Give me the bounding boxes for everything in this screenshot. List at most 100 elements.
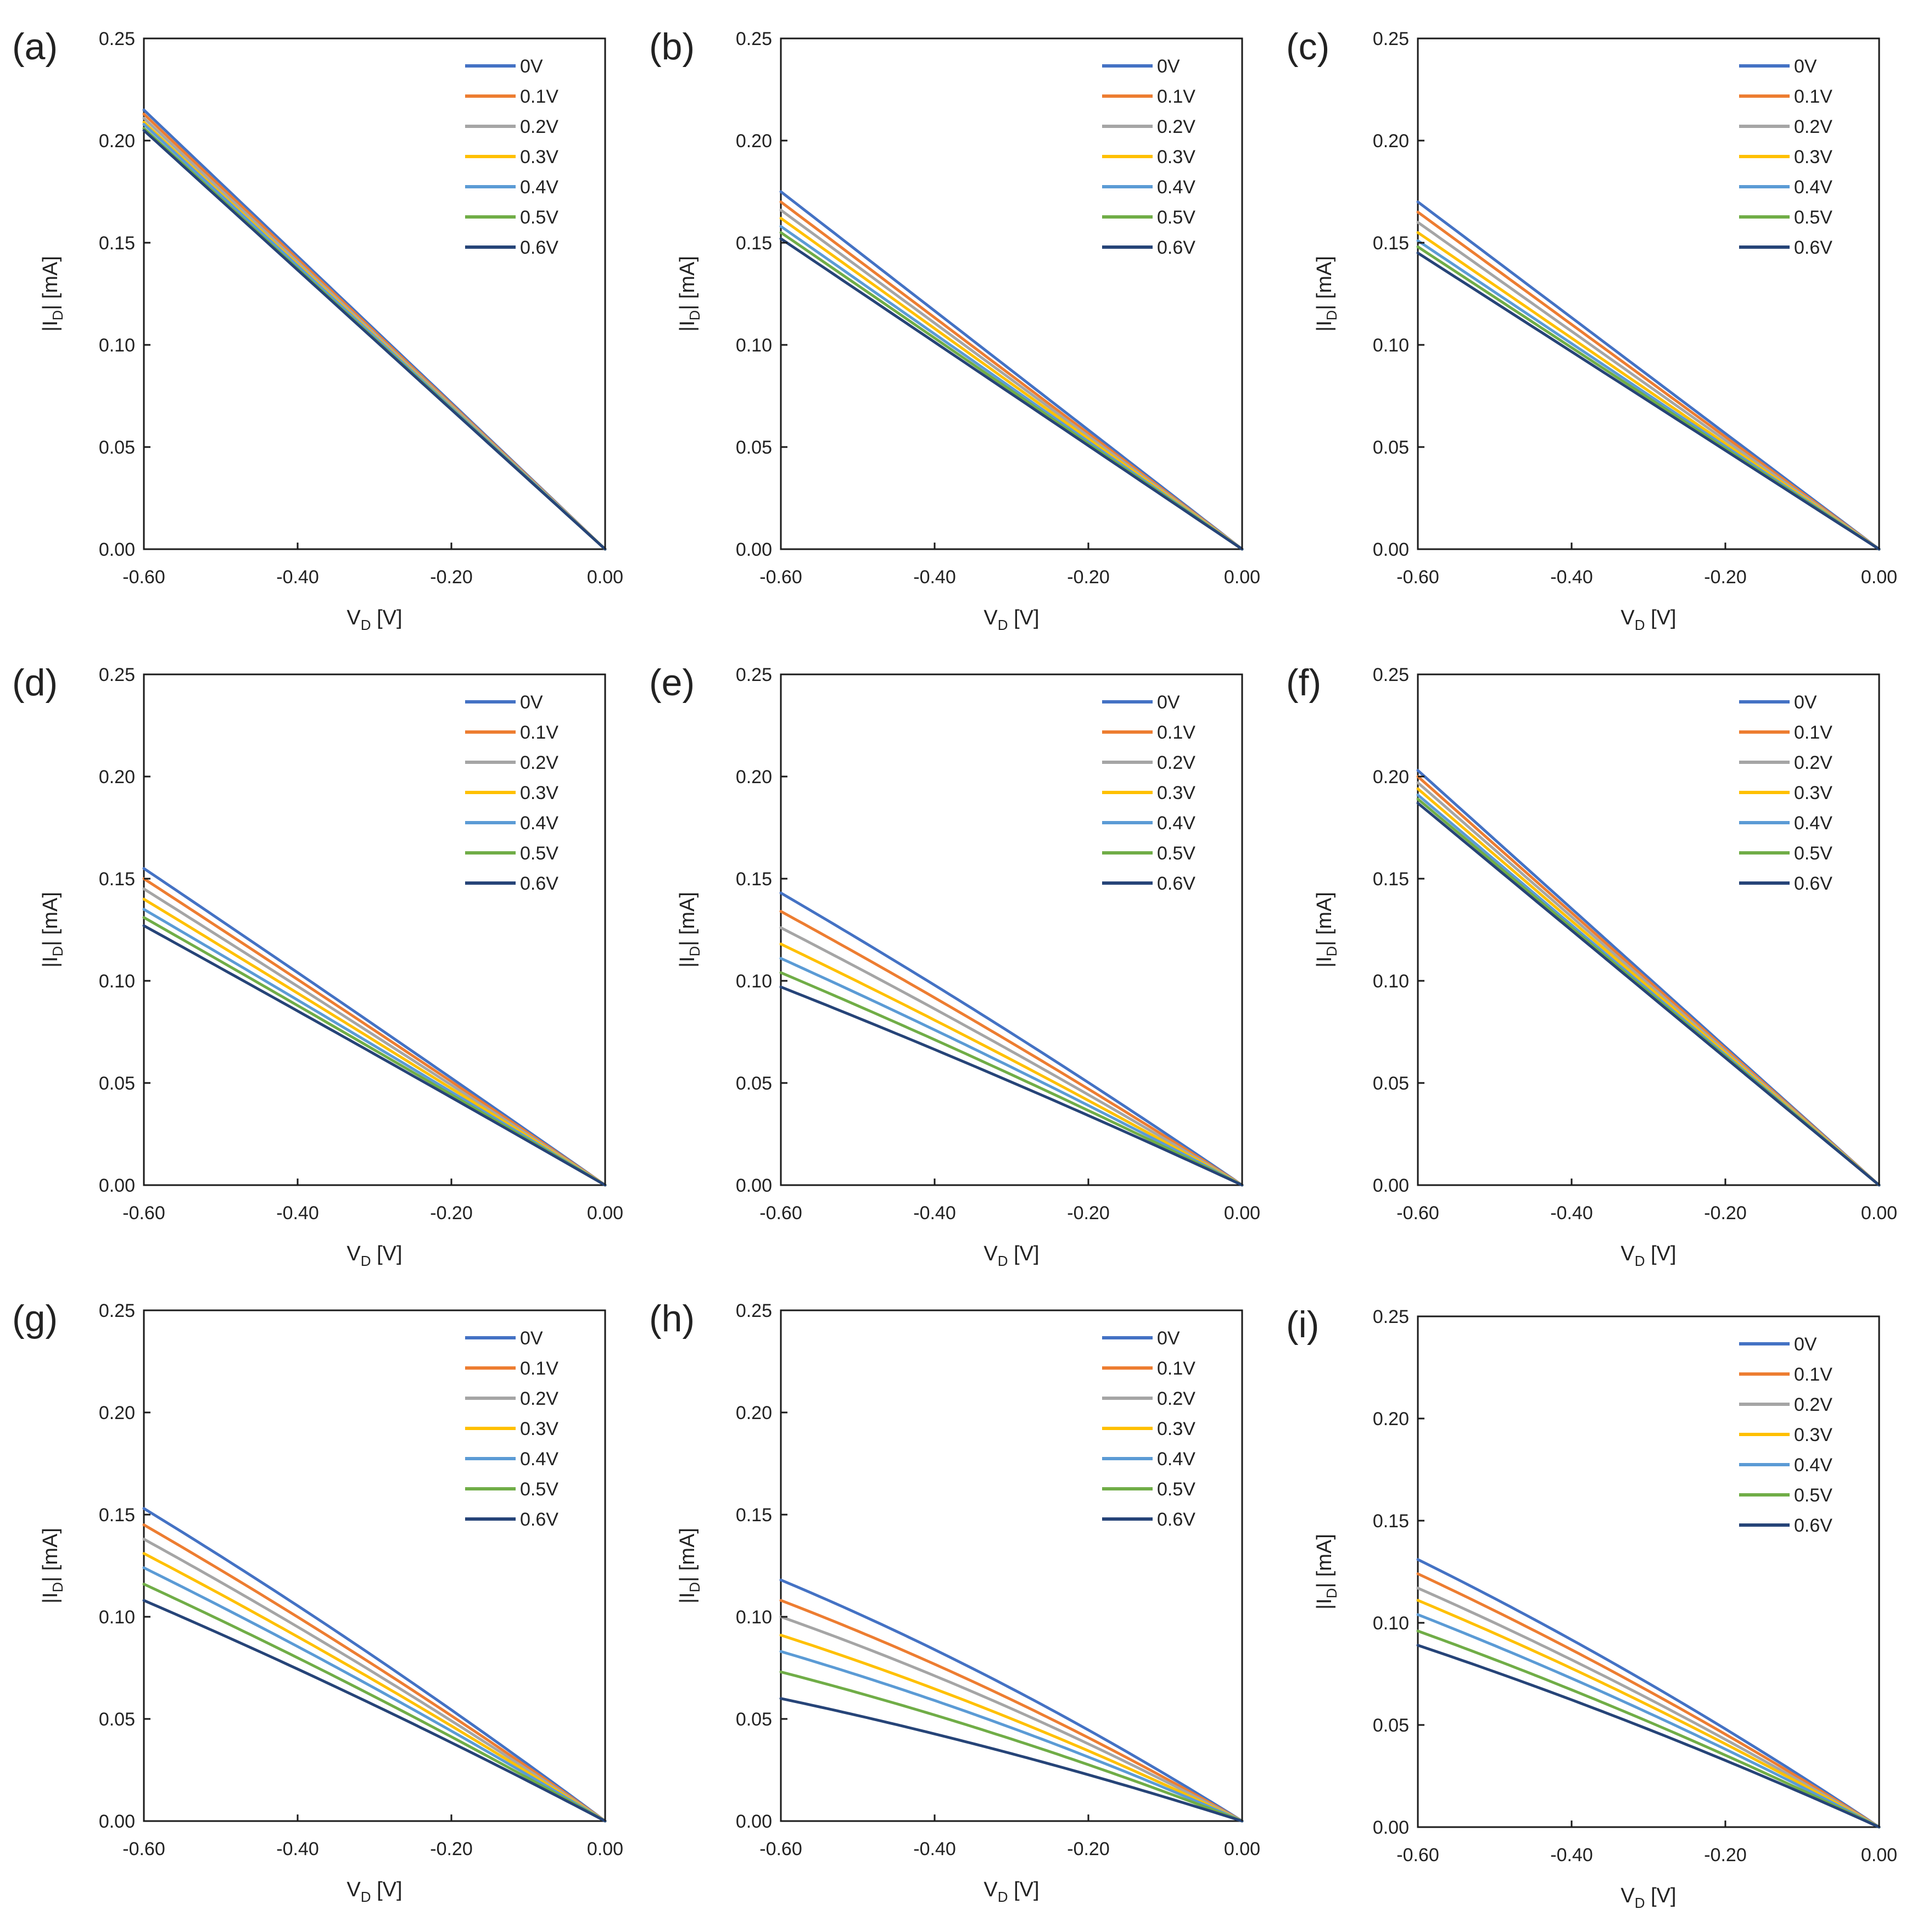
x-tick-label: -0.60 — [122, 1203, 165, 1224]
legend-entry: 0V — [520, 1328, 543, 1349]
legend-entry: 0.3V — [1794, 1425, 1832, 1445]
x-tick-label: -0.40 — [1550, 1845, 1593, 1866]
y-tick-label: 0.10 — [736, 971, 772, 992]
y-tick-label: 0.15 — [736, 1505, 772, 1526]
legend-entry: 0.5V — [1157, 1479, 1195, 1500]
y-tick-label: 0.00 — [1373, 1175, 1409, 1196]
x-tick-label: -0.60 — [759, 1839, 802, 1860]
y-axis-title: |ID| [mA] — [39, 256, 66, 332]
y-tick-label: 0.25 — [99, 29, 135, 49]
series-line — [1416, 210, 1881, 551]
legend-entry: 0.2V — [1794, 1394, 1832, 1415]
series-line — [1416, 200, 1881, 551]
series-line — [142, 887, 607, 1187]
y-axis-title: |ID| [mA] — [1313, 1534, 1340, 1610]
y-axis-title: |ID| [mA] — [676, 892, 703, 968]
plot-frame — [1417, 1315, 1880, 1828]
y-tick-label: 0.15 — [99, 1505, 135, 1526]
legend-entry: 0.1V — [520, 1358, 558, 1379]
series-line — [779, 957, 1244, 1187]
x-axis-title: VD [V] — [1620, 606, 1676, 633]
x-tick-label: -0.40 — [276, 567, 319, 588]
legend-entry: 0.6V — [1157, 1509, 1195, 1530]
x-tick-label: 0.00 — [587, 1203, 623, 1224]
series-line — [779, 237, 1244, 551]
legend-entry: 0.2V — [1794, 116, 1832, 137]
x-tick-label: -0.40 — [276, 1839, 319, 1860]
y-tick-label: 0.25 — [736, 29, 772, 49]
y-tick-label: 0.20 — [1373, 767, 1409, 788]
legend-entry: 0V — [1794, 692, 1817, 713]
series-line — [142, 867, 607, 1187]
y-tick-label: 0.10 — [736, 335, 772, 356]
y-tick-label: 0.25 — [736, 1300, 772, 1321]
legend-entry: 0.4V — [1157, 813, 1195, 834]
legend-entry: 0.3V — [1157, 1419, 1195, 1439]
panel-label: (e) — [649, 662, 695, 703]
y-tick-label: 0.00 — [99, 1175, 135, 1196]
legend-entry: 0.5V — [1157, 207, 1195, 228]
x-tick-label: -0.20 — [1704, 1203, 1747, 1224]
x-tick-label: -0.20 — [1704, 567, 1747, 588]
series-line — [142, 1523, 607, 1823]
x-tick-label: -0.20 — [430, 1203, 473, 1224]
legend-entry: 0V — [1794, 1334, 1817, 1355]
panel-label: (d) — [12, 662, 58, 703]
series-line — [779, 1615, 1244, 1823]
series-line — [1416, 1558, 1881, 1829]
chart-panel-e: 0.00 0.05 0.10 0.15 0.20 0.25 -0.60 -0.40 -0.20 0… — [649, 662, 1260, 1269]
legend-entry: 0.2V — [520, 1388, 558, 1409]
x-axis-title: VD [V] — [346, 606, 402, 633]
series-line — [1416, 221, 1881, 551]
y-axis-title: |ID| [mA] — [1313, 892, 1340, 968]
x-tick-label: 0.00 — [587, 567, 623, 588]
y-tick-label: 0.20 — [99, 1403, 135, 1423]
y-tick-label: 0.00 — [736, 1811, 772, 1832]
series-line — [142, 897, 607, 1187]
y-tick-label: 0.00 — [1373, 1817, 1409, 1838]
x-tick-label: -0.20 — [1067, 1203, 1110, 1224]
series-line — [779, 1634, 1244, 1823]
chart-panel-b: 0.00 0.05 0.10 0.15 0.20 0.25 -0.60 -0.40 -0.20 0… — [649, 26, 1260, 633]
legend-entry: 0.5V — [520, 843, 558, 864]
series-line — [142, 1507, 607, 1823]
plot-frame — [143, 1309, 606, 1822]
series-line — [779, 1670, 1244, 1823]
legend-entry: 0.4V — [1794, 1455, 1832, 1476]
x-tick-label: -0.20 — [1067, 567, 1110, 588]
y-tick-label: 0.00 — [99, 1811, 135, 1832]
chart-panel-c: 0.00 0.05 0.10 0.15 0.20 0.25 -0.60 -0.40 -0.20 0… — [1286, 26, 1897, 633]
x-tick-label: -0.60 — [1396, 1845, 1439, 1866]
panel-label: (b) — [649, 26, 695, 68]
series-line — [779, 1599, 1244, 1823]
y-tick-label: 0.00 — [736, 1175, 772, 1196]
y-tick-label: 0.20 — [1373, 1409, 1409, 1430]
plot-frame — [143, 37, 606, 550]
legend-entry: 0.1V — [1157, 1358, 1195, 1379]
y-tick-label: 0.25 — [99, 1300, 135, 1321]
legend-entry: 0V — [1157, 1328, 1180, 1349]
legend-entry: 0.6V — [1157, 237, 1195, 258]
x-axis-title: VD [V] — [346, 1242, 402, 1269]
legend-entry: 0.2V — [1794, 752, 1832, 773]
panel-label: (a) — [12, 26, 58, 68]
series-line — [1416, 1599, 1881, 1829]
x-tick-label: -0.60 — [1396, 1203, 1439, 1224]
panel-label: (h) — [649, 1298, 695, 1339]
y-tick-label: 0.05 — [736, 437, 772, 458]
plot-frame — [780, 1309, 1243, 1822]
y-tick-label: 0.25 — [1373, 1306, 1409, 1327]
legend-entry: 0.4V — [1794, 177, 1832, 198]
legend-entry: 0.3V — [1794, 147, 1832, 167]
y-axis-title: |ID| [mA] — [39, 892, 66, 968]
x-tick-label: -0.40 — [1550, 567, 1593, 588]
legend-entry: 0.3V — [520, 783, 558, 803]
x-tick-label: 0.00 — [1861, 1845, 1897, 1866]
legend-entry: 0.3V — [1157, 783, 1195, 803]
plot-frame — [780, 673, 1243, 1186]
y-tick-label: 0.25 — [1373, 665, 1409, 685]
x-tick-label: -0.20 — [430, 567, 473, 588]
legend-entry: 0V — [1794, 56, 1817, 77]
panel-label: (g) — [12, 1298, 58, 1339]
series-line — [779, 1650, 1244, 1823]
